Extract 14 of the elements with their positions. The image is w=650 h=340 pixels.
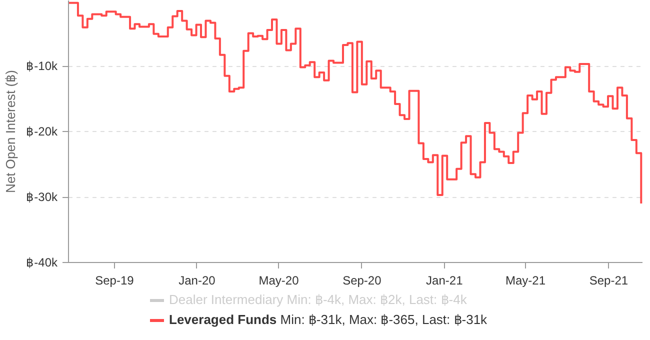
x-tick-label: May-21 <box>506 274 546 288</box>
y-tick-label: ฿-10k <box>26 59 58 73</box>
x-tick-label: Jan-20 <box>178 274 216 288</box>
y-tick-label: ฿-30k <box>26 190 58 204</box>
x-tick-label: Sep-21 <box>589 274 628 288</box>
x-tick-label: Sep-20 <box>342 274 382 288</box>
x-tick-label: Sep-19 <box>95 274 134 288</box>
y-tick-label: ฿-40k <box>26 256 58 270</box>
x-tick-label: Jan-21 <box>426 274 464 288</box>
legend-label: Leveraged Funds <box>169 312 277 327</box>
y-tick-label: ฿-20k <box>26 124 58 138</box>
y-axis-title: Net Open Interest (฿) <box>3 70 18 193</box>
text: Min: ฿-31k, Max: ฿-365, Last: ฿-31k <box>280 312 488 327</box>
x-tick-label: May-20 <box>258 274 300 288</box>
